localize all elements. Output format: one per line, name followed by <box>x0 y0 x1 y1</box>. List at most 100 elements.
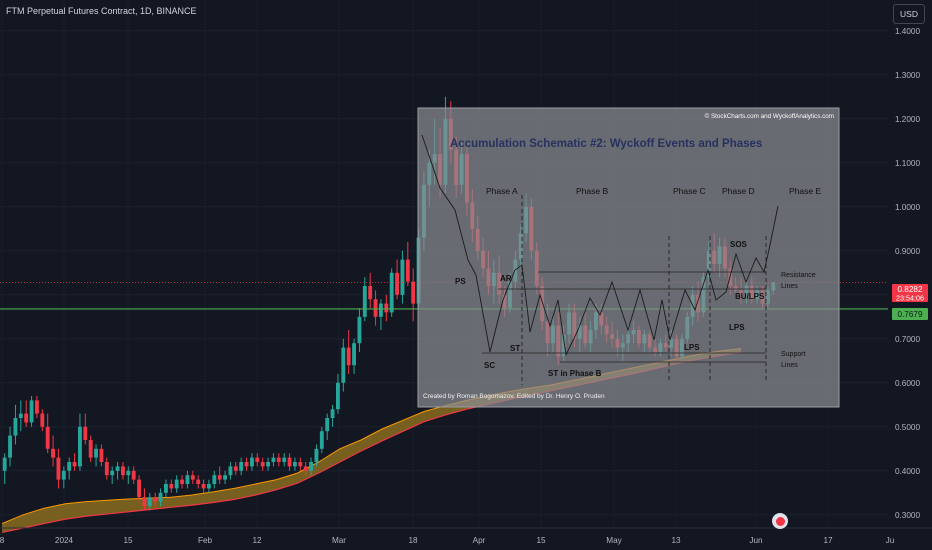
price-tick-label: 1.3000 <box>895 71 920 80</box>
candle-body <box>266 462 270 467</box>
candle-body <box>341 347 346 383</box>
candle-body <box>169 484 174 489</box>
candle-body <box>24 413 29 423</box>
candle-body <box>18 413 23 418</box>
candle-body <box>78 426 82 467</box>
candle-body <box>99 448 104 462</box>
candle-body <box>40 413 45 427</box>
candle-body <box>309 462 313 471</box>
candle-body <box>61 470 66 480</box>
candle-body <box>255 457 260 462</box>
candle-body <box>346 347 351 366</box>
candle-body <box>110 470 115 476</box>
resistance-label-1: Resistance <box>781 272 816 279</box>
candle-body <box>276 457 281 462</box>
price-axis: 1.40001.30001.20001.10001.00000.90000.80… <box>888 0 932 550</box>
candle-body <box>164 484 168 493</box>
candle-body <box>2 457 7 471</box>
candle-body <box>35 400 39 414</box>
time-tick-label: Mar <box>332 536 346 545</box>
candle-body <box>223 475 227 480</box>
price-tick-label: 1.2000 <box>895 115 920 124</box>
candle-body <box>314 448 319 462</box>
candle-body <box>362 286 367 317</box>
candle-body <box>352 343 356 366</box>
ma-band-fill <box>2 348 742 533</box>
event-lps-c: LPS <box>684 343 700 352</box>
candle-body <box>405 259 410 282</box>
candle-body <box>56 457 61 480</box>
candle-body <box>330 409 335 418</box>
event-st-phase-b: ST in Phase B <box>548 369 602 378</box>
candle-body <box>8 435 12 458</box>
candle-body <box>379 303 383 317</box>
chart-title: FTM Perpetual Futures Contract, 1D, BINA… <box>6 6 197 16</box>
time-tick-label: Jun <box>749 536 763 545</box>
time-tick-label: 8 <box>0 536 5 545</box>
price-tick-label: 0.7000 <box>895 335 920 344</box>
candle-body <box>319 431 324 449</box>
countdown-label: 23:54:06 <box>896 294 924 303</box>
candle-body <box>104 462 109 476</box>
price-tick-label: 0.9000 <box>895 247 920 256</box>
candle-body <box>228 466 233 476</box>
candle-body <box>153 497 158 502</box>
candle-body <box>115 466 120 471</box>
wyckoff-schematic-overlay: © StockCharts.com and WyckoffAnalytics.c… <box>417 107 840 408</box>
currency-selector[interactable]: USD <box>893 4 925 24</box>
candle-body <box>250 457 254 467</box>
candle-body <box>190 475 195 480</box>
candle-body <box>357 316 362 344</box>
candle-body <box>325 418 330 432</box>
candle-body <box>142 497 147 506</box>
candle-body <box>126 470 131 476</box>
schematic-price-path <box>421 134 779 357</box>
candle-body <box>411 281 416 304</box>
event-bu-lps: BU/LPS <box>735 292 765 301</box>
candle-body <box>88 440 93 458</box>
candle-body <box>94 448 98 458</box>
candle-body <box>72 462 77 467</box>
candle-body <box>282 457 287 462</box>
candle-body <box>83 426 88 440</box>
last-price-badge <box>892 284 928 302</box>
time-tick-label: May <box>606 536 622 545</box>
support-label-2: Lines <box>781 362 798 369</box>
resistance-label-2: Lines <box>781 283 798 290</box>
candle-body <box>180 479 184 484</box>
event-lps-d: LPS <box>729 323 745 332</box>
time-tick-label: Apr <box>473 536 486 545</box>
overlay-credits: Created by Roman Bogomazov. Edited by Dr… <box>423 393 605 400</box>
candle-body <box>207 484 211 489</box>
candle-body <box>239 462 244 471</box>
candle-body <box>303 466 308 471</box>
candle-body <box>29 400 34 423</box>
time-tick-label: Ju <box>886 536 895 545</box>
phase-c-label: Phase C <box>673 186 706 196</box>
candle-body <box>67 462 72 471</box>
level-badge <box>892 308 928 320</box>
candle-body <box>51 448 55 458</box>
tradingview-logo-icon[interactable] <box>772 513 788 529</box>
candle-body <box>233 466 238 471</box>
candle-body <box>389 272 394 313</box>
candle-body <box>121 466 125 476</box>
price-tick-label: 0.6000 <box>895 379 920 388</box>
time-tick-label: 18 <box>408 536 418 545</box>
candle-body <box>336 382 340 410</box>
time-tick-label: 15 <box>123 536 133 545</box>
event-sc: SC <box>484 361 495 370</box>
phase-e-label: Phase E <box>789 186 821 196</box>
time-tick-label: 13 <box>671 536 681 545</box>
event-ps: PS <box>455 277 466 286</box>
last-price-label: 0.8282 <box>897 285 922 294</box>
candle-body <box>196 479 201 484</box>
time-tick-label: 12 <box>252 536 262 545</box>
candle-body <box>217 475 222 480</box>
candle-body <box>174 479 179 489</box>
candle-body <box>131 470 136 480</box>
candle-body <box>137 479 141 498</box>
candle-body <box>400 259 405 295</box>
candle-body <box>212 475 217 484</box>
